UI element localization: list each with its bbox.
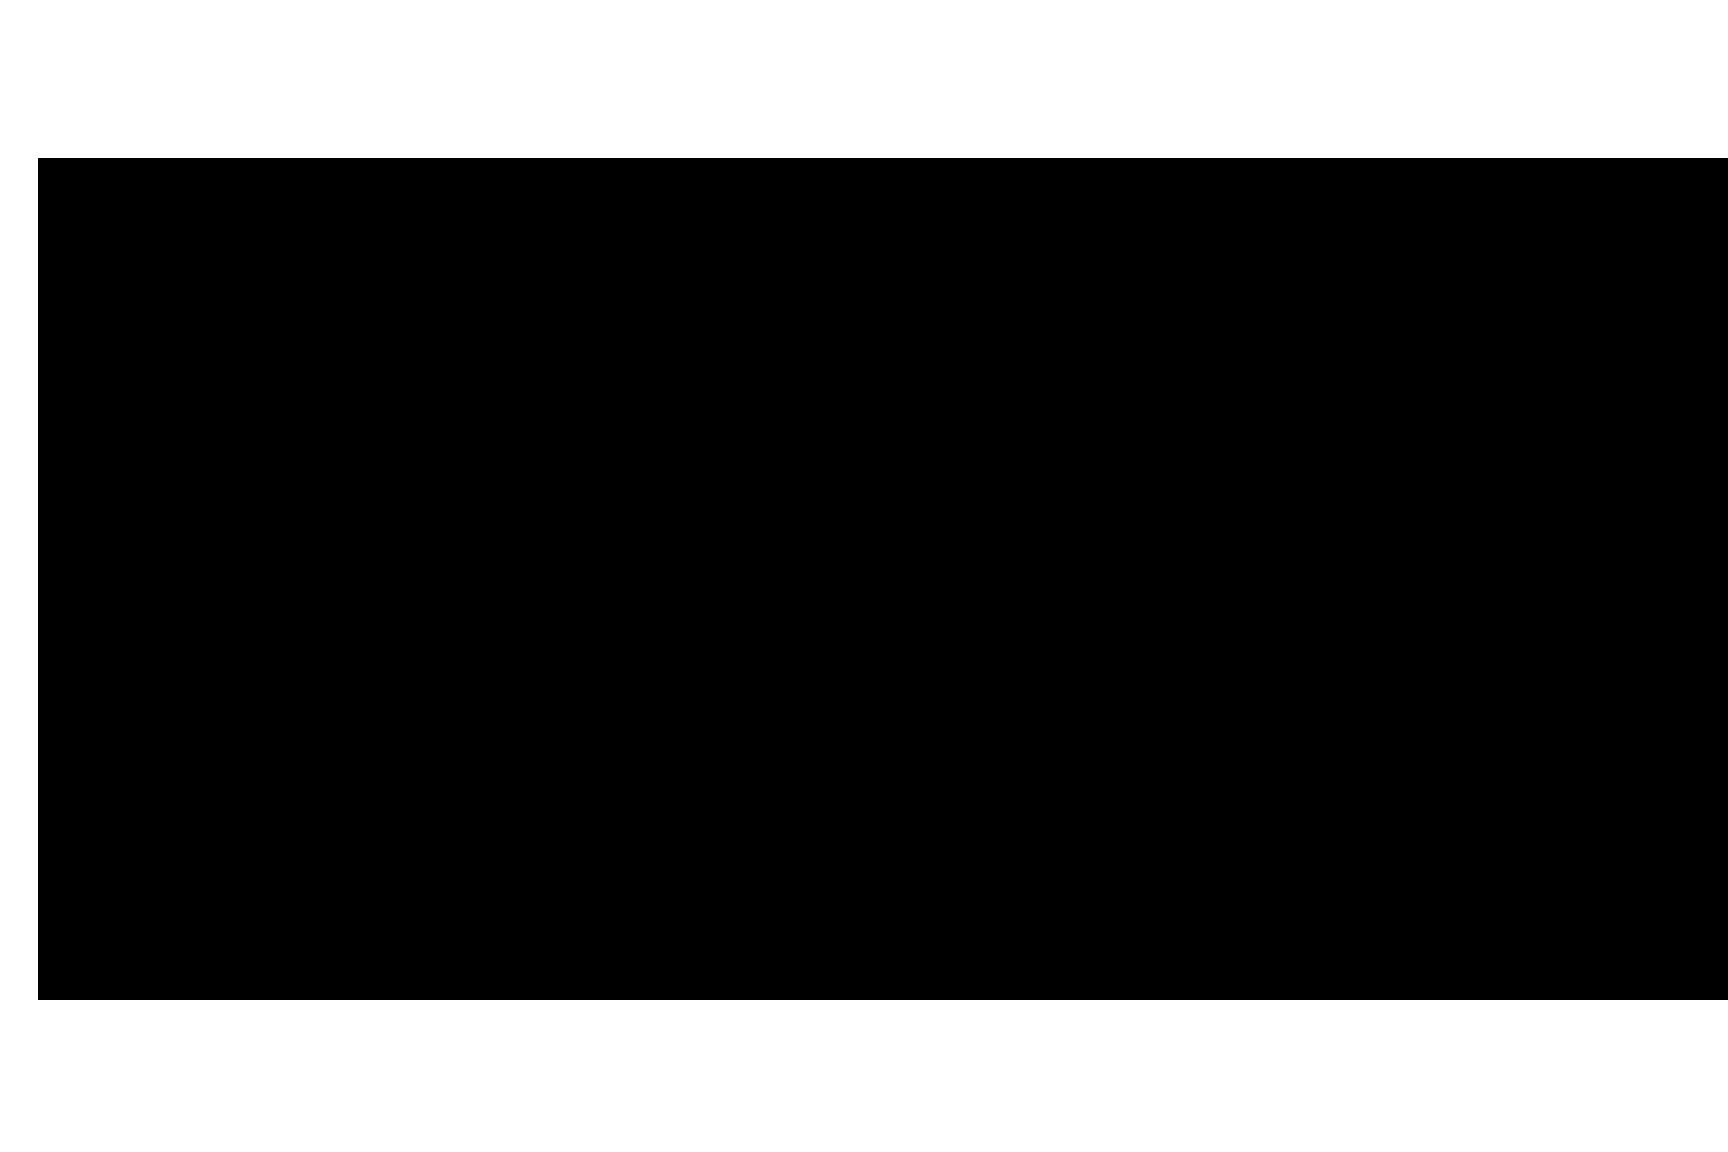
word-cloud-canvas: [38, 158, 1728, 1000]
